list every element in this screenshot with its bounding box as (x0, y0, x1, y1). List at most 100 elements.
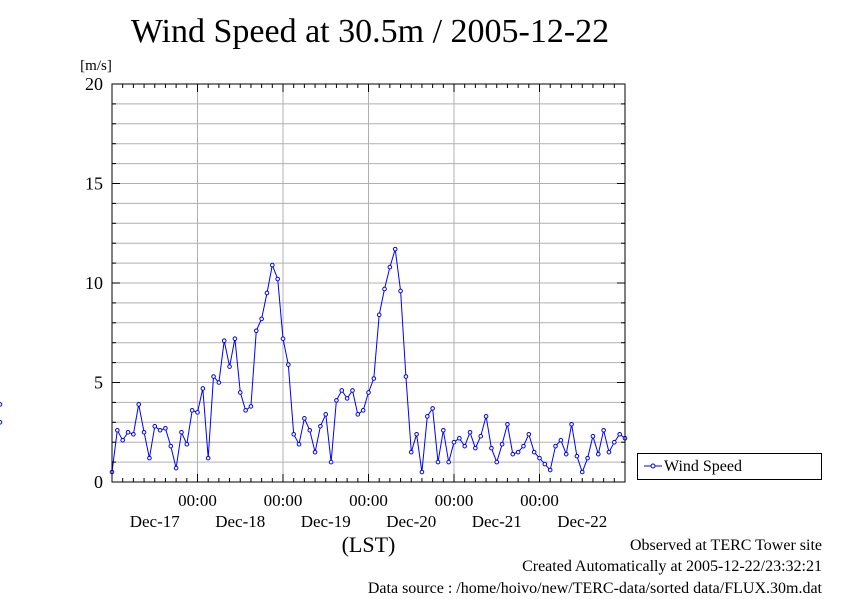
data-point (451, 439, 457, 445)
y-axis-label: [m/s] (80, 58, 112, 74)
data-point (355, 412, 361, 417)
x-tick-date-label: Dec-19 (301, 512, 351, 531)
data-point (115, 427, 120, 433)
x-tick-time-label: 00:00 (435, 491, 474, 510)
data-point (553, 443, 558, 449)
data-point (398, 288, 403, 294)
data-point (542, 461, 548, 467)
data-point (424, 414, 430, 419)
footer-source: Data source : /home/hoivo/new/TERC-data/… (367, 580, 822, 597)
data-point (237, 390, 243, 395)
data-point (547, 467, 553, 473)
data-point (136, 402, 142, 407)
data-point (419, 469, 425, 475)
data-point (366, 390, 371, 395)
data-point (264, 290, 270, 296)
data-point (291, 431, 296, 437)
data-point (184, 441, 190, 447)
data-point (328, 459, 334, 465)
data-point (323, 412, 329, 417)
x-tick-time-label: 00:00 (264, 491, 303, 510)
y-tick-label: 0 (94, 472, 103, 492)
data-point (302, 416, 307, 421)
data-point (473, 445, 478, 451)
data-point (595, 451, 601, 457)
data-point (574, 453, 580, 459)
data-point (446, 459, 451, 465)
data-point (563, 451, 569, 457)
footer-site: Observed at TERC Tower site (629, 537, 822, 554)
data-point (248, 404, 254, 409)
data-point (179, 429, 184, 435)
data-point (387, 264, 393, 270)
data-point (334, 398, 339, 403)
data-point (216, 380, 222, 385)
data-point (157, 427, 163, 433)
y-tick-label: 15 (85, 174, 103, 194)
data-point (478, 433, 484, 439)
data-point (371, 376, 377, 381)
data-point (457, 435, 462, 441)
data-point (601, 427, 606, 433)
data-point (376, 312, 382, 318)
data-point (307, 427, 313, 433)
data-point (515, 449, 521, 455)
data-point (253, 328, 259, 334)
data-point (152, 423, 158, 429)
data-point (173, 465, 179, 471)
data-point (537, 455, 542, 461)
data-point (318, 423, 323, 429)
data-point (350, 388, 355, 393)
data-point (531, 449, 537, 455)
x-tick-time-label: 00:00 (349, 491, 388, 510)
legend-marker-icon (644, 463, 662, 469)
data-point (339, 388, 345, 393)
data-point (147, 455, 152, 461)
data-point (579, 469, 585, 475)
data-point (462, 443, 467, 449)
data-point (232, 336, 238, 342)
data-point (205, 455, 211, 461)
data-point (585, 455, 590, 461)
x-tick-time-label: 00:00 (520, 491, 559, 510)
data-point (590, 433, 596, 439)
x-tick-date-label: Dec-17 (130, 512, 181, 531)
data-point (499, 441, 505, 447)
data-point (414, 431, 419, 437)
data-point (280, 336, 286, 342)
y-tick-label: 20 (85, 74, 103, 94)
footer-created: Created Automatically at 2005-12-22/23:3… (522, 558, 822, 575)
tick-labels: 0 5 10 15 20[m/s] 00:00 00:00 00:00 00:00 00:00 De… (80, 58, 607, 557)
data-point (505, 421, 510, 427)
data-point (382, 286, 387, 292)
y-tick-label: 10 (85, 273, 103, 293)
data-point (221, 338, 227, 344)
page-title: Wind Speed at 30.5m / 2005-12-22 (130, 13, 610, 50)
x-tick-date-label: Dec-20 (386, 512, 436, 531)
data-point (189, 408, 195, 413)
data-point (168, 443, 174, 449)
data-point (467, 429, 473, 435)
data-point (120, 437, 125, 443)
data-point (360, 408, 366, 413)
data-point (286, 362, 291, 367)
x-tick-time-label: 00:00 (178, 491, 217, 510)
axis-layer (111, 83, 626, 483)
y-tick-label: 5 (94, 373, 103, 393)
legend: Wind Speed (637, 453, 822, 480)
data-point (612, 439, 617, 445)
data-point (227, 364, 232, 369)
data-point (494, 459, 500, 465)
data-point (569, 421, 574, 427)
data-point (606, 449, 612, 455)
series-layer (0, 246, 628, 475)
data-point (200, 386, 206, 391)
data-point (243, 408, 248, 413)
x-tick-date-label: Dec-18 (215, 512, 265, 531)
data-point (270, 262, 275, 268)
data-point (558, 437, 564, 443)
data-point (312, 449, 318, 455)
data-point (163, 425, 168, 431)
data-point (617, 431, 622, 437)
